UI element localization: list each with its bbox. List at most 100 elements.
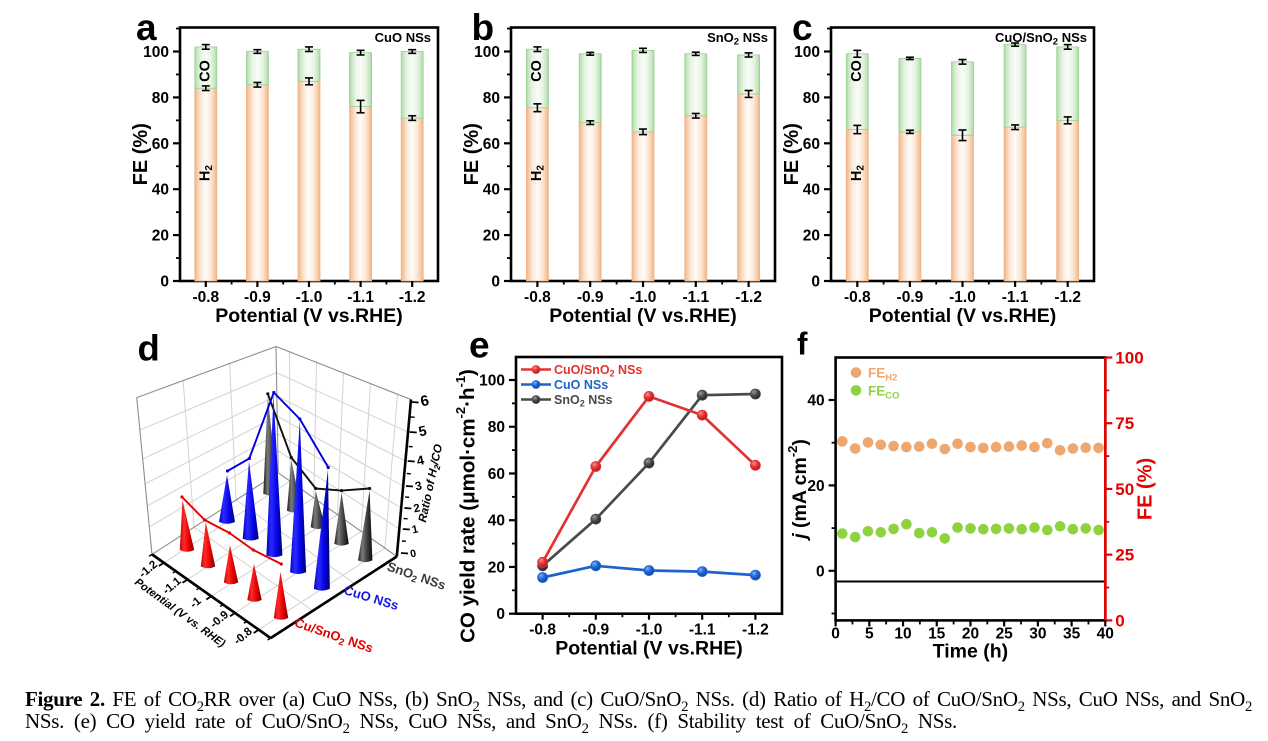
svg-text:10: 10 — [894, 625, 911, 642]
svg-text:40: 40 — [483, 182, 500, 199]
svg-text:50: 50 — [1115, 480, 1134, 499]
svg-text:40: 40 — [803, 182, 820, 199]
svg-text:-0.8: -0.8 — [529, 622, 556, 639]
svg-text:CuO/SnO2 NSs: CuO/SnO2 NSs — [554, 363, 642, 379]
svg-text:35: 35 — [1063, 625, 1081, 642]
svg-text:FECO: FECO — [868, 383, 900, 401]
svg-text:Cu/SnO2 NSs: Cu/SnO2 NSs — [292, 615, 375, 658]
svg-text:FE (%): FE (%) — [1134, 458, 1156, 520]
svg-text:-0.9: -0.9 — [897, 289, 924, 306]
svg-text:-1.2: -1.2 — [1054, 289, 1081, 306]
svg-text:4: 4 — [415, 452, 426, 468]
svg-text:20: 20 — [803, 228, 820, 245]
svg-text:40: 40 — [152, 182, 169, 199]
svg-text:-0.9: -0.9 — [208, 609, 231, 631]
svg-text:-0.8: -0.8 — [192, 289, 219, 306]
svg-text:-1.2: -1.2 — [735, 289, 762, 306]
svg-text:5: 5 — [417, 422, 428, 439]
svg-text:20: 20 — [483, 228, 500, 245]
svg-text:80: 80 — [152, 90, 169, 107]
svg-text:5: 5 — [865, 625, 874, 642]
svg-text:60: 60 — [483, 136, 500, 153]
svg-text:1: 1 — [411, 523, 419, 536]
svg-text:-1.1: -1.1 — [682, 289, 709, 306]
svg-text:-0.8: -0.8 — [844, 289, 871, 306]
svg-text:0: 0 — [409, 547, 417, 560]
svg-text:20: 20 — [488, 560, 505, 577]
svg-text:40: 40 — [1097, 625, 1114, 642]
svg-text:-1.1: -1.1 — [689, 622, 716, 639]
svg-text:-0.9: -0.9 — [582, 622, 609, 639]
svg-text:20: 20 — [962, 625, 979, 642]
svg-text:c: c — [792, 7, 813, 48]
svg-text:CuO NSs: CuO NSs — [342, 582, 400, 613]
svg-text:0: 0 — [816, 563, 825, 580]
svg-text:-0.8: -0.8 — [524, 289, 551, 306]
svg-text:-0.8: -0.8 — [232, 625, 255, 647]
svg-text:CO: CO — [198, 60, 214, 82]
svg-text:40: 40 — [488, 513, 505, 530]
svg-text:80: 80 — [803, 90, 820, 107]
svg-text:25: 25 — [996, 625, 1014, 642]
svg-text:-1: -1 — [188, 595, 204, 611]
svg-text:-1.2: -1.2 — [399, 289, 426, 306]
svg-text:-1.2: -1.2 — [742, 622, 769, 639]
svg-text:100: 100 — [1115, 349, 1143, 368]
svg-text:SnO2 NSs: SnO2 NSs — [554, 393, 613, 409]
svg-text:30: 30 — [1029, 625, 1046, 642]
svg-text:0: 0 — [160, 274, 169, 291]
svg-text:CO: CO — [849, 60, 865, 82]
svg-text:80: 80 — [483, 90, 500, 107]
svg-text:80: 80 — [488, 419, 505, 436]
svg-text:-0.9: -0.9 — [244, 289, 271, 306]
svg-text:-1.0: -1.0 — [630, 289, 657, 306]
svg-text:FE (%): FE (%) — [781, 123, 803, 185]
svg-text:FE (%): FE (%) — [461, 123, 483, 185]
svg-text:0: 0 — [811, 274, 820, 291]
svg-text:FE (%): FE (%) — [130, 123, 152, 185]
svg-text:Potential (V vs.RHE): Potential (V vs.RHE) — [555, 638, 742, 660]
svg-text:75: 75 — [1115, 414, 1134, 433]
svg-text:SnO2 NSs: SnO2 NSs — [707, 30, 768, 48]
svg-text:20: 20 — [152, 228, 169, 245]
svg-text:j (mA cm-2): j (mA cm-2) — [785, 439, 811, 542]
svg-text:f: f — [797, 326, 808, 362]
svg-text:FEH2: FEH2 — [868, 366, 897, 384]
svg-text:60: 60 — [488, 466, 505, 483]
svg-text:-1.0: -1.0 — [636, 622, 663, 639]
svg-text:15: 15 — [928, 625, 946, 642]
svg-text:60: 60 — [152, 136, 169, 153]
svg-text:-1.1: -1.1 — [1002, 289, 1029, 306]
svg-text:e: e — [469, 325, 490, 366]
svg-text:CuO NSs: CuO NSs — [375, 30, 431, 45]
svg-text:100: 100 — [794, 44, 820, 61]
svg-text:-1.0: -1.0 — [296, 289, 323, 306]
svg-text:-1.1: -1.1 — [347, 289, 374, 306]
svg-text:25: 25 — [1115, 546, 1134, 565]
svg-text:Time (h): Time (h) — [933, 640, 1008, 662]
svg-text:6: 6 — [419, 392, 431, 410]
svg-text:CO: CO — [529, 60, 545, 82]
svg-text:0: 0 — [1115, 611, 1124, 630]
svg-text:-0.9: -0.9 — [577, 289, 604, 306]
svg-text:0: 0 — [491, 274, 500, 291]
svg-text:40: 40 — [807, 393, 824, 410]
svg-text:60: 60 — [803, 136, 820, 153]
svg-text:d: d — [138, 328, 160, 369]
svg-text:a: a — [136, 7, 157, 48]
svg-text:0: 0 — [496, 606, 505, 623]
svg-text:Potential (V vs.RHE): Potential (V vs.RHE) — [549, 305, 736, 327]
svg-text:100: 100 — [474, 44, 500, 61]
svg-text:100: 100 — [143, 44, 169, 61]
svg-text:100: 100 — [479, 373, 505, 390]
svg-text:-1.0: -1.0 — [949, 289, 976, 306]
svg-text:CuO NSs: CuO NSs — [554, 378, 608, 392]
svg-text:CuO/SnO2 NSs: CuO/SnO2 NSs — [995, 30, 1087, 48]
svg-text:3: 3 — [414, 478, 424, 493]
svg-text:20: 20 — [807, 478, 824, 495]
svg-text:Potential (V vs.RHE): Potential (V vs.RHE) — [215, 305, 402, 327]
svg-text:SnO2 NSs: SnO2 NSs — [384, 559, 447, 595]
svg-text:Potential (V vs.RHE): Potential (V vs.RHE) — [869, 305, 1056, 327]
svg-text:2: 2 — [413, 502, 422, 515]
svg-text:CO yield rate (μmol·cm-2·h-1): CO yield rate (μmol·cm-2·h-1) — [453, 369, 479, 643]
